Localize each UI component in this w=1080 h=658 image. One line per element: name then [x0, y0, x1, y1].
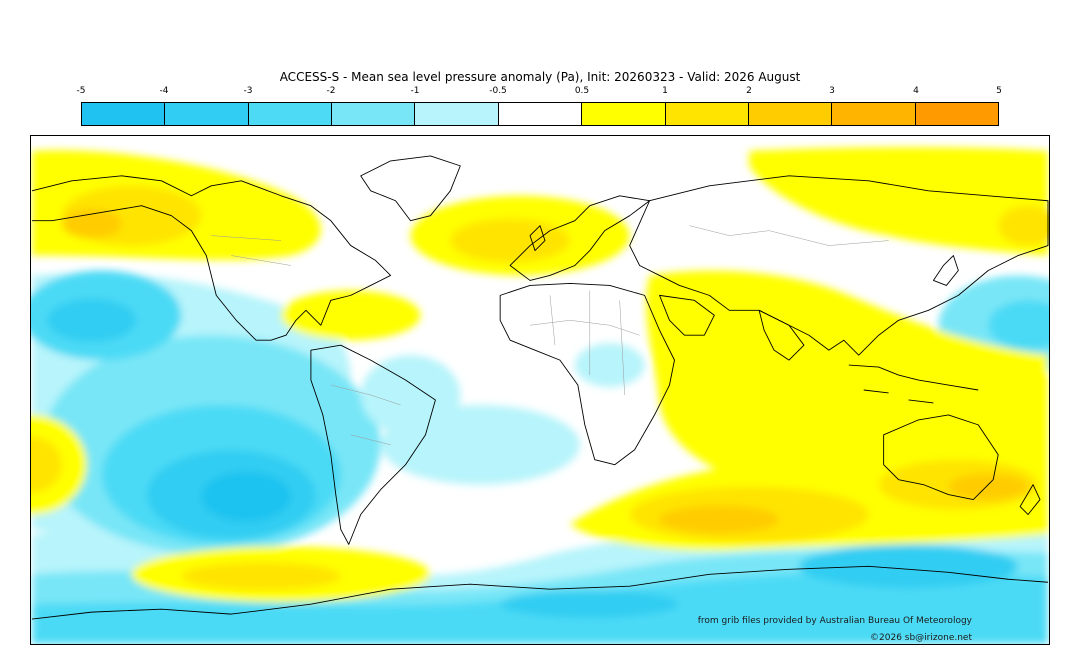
country-borders [211, 225, 889, 446]
colorbar-swatch [415, 103, 499, 125]
colorbar-tick-label: 0.5 [574, 86, 590, 96]
colorbar-swatch [248, 103, 333, 125]
colorbar-swatch [748, 103, 833, 125]
colorbar-swatch [832, 103, 916, 125]
map-title: ACCESS-S - Mean sea level pressure anoma… [279, 70, 801, 84]
colorbar-swatch [498, 103, 583, 125]
colorbar-swatch [915, 103, 998, 125]
pressure-anomaly-map [31, 136, 1049, 644]
colorbar-tick-label: 4 [913, 86, 919, 96]
copyright-notice: ©2026 sb@irizone.net [870, 633, 972, 643]
colorbar-tick-label: 1 [662, 86, 668, 96]
colorbar-tick-label: -5 [76, 86, 86, 96]
colorbar-tick-label: 3 [829, 86, 835, 96]
colorbar-legend [81, 102, 999, 126]
colorbar-tick-label: -2 [326, 86, 336, 96]
coastlines [31, 155, 1049, 620]
colorbar-swatch [165, 103, 249, 125]
colorbar-swatch [665, 103, 749, 125]
world-map [30, 135, 1050, 645]
anomaly-shading [31, 147, 1049, 644]
colorbar-tick-label: 5 [996, 86, 1002, 96]
colorbar-tick-label: -0.5 [489, 86, 507, 96]
colorbar-swatch [332, 103, 416, 125]
colorbar-tick-label: 2 [746, 86, 752, 96]
colorbar-swatch [582, 103, 666, 125]
data-source-credit: from grib files provided by Australian B… [697, 616, 972, 626]
colorbar-swatch [82, 103, 166, 125]
colorbar-tick-label: -1 [410, 86, 420, 96]
colorbar-tick-label: -4 [159, 86, 169, 96]
colorbar-tick-labels: -5 -4 -3 -2 -1 -0.5 0.5 1 2 3 4 5 [0, 86, 1080, 98]
colorbar-tick-label: -3 [243, 86, 253, 96]
